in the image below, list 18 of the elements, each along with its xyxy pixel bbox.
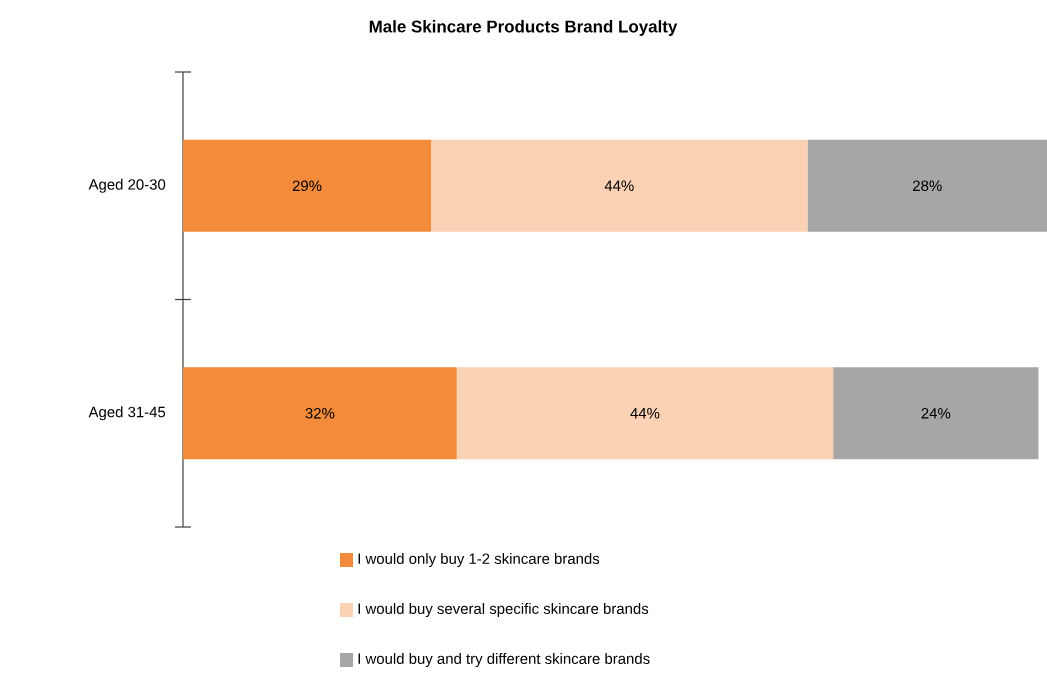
data-label: 32%: [305, 407, 335, 419]
y-tick-label: Aged 31-45: [88, 406, 166, 421]
legend-label: I would buy and try different skincare brands: [358, 653, 650, 667]
bar: [833, 367, 1039, 460]
y-tick-label: Aged 20-30: [88, 178, 166, 193]
data-label: 24%: [921, 407, 951, 419]
chart-title: Male Skincare Products Brand Loyalty: [369, 20, 678, 36]
data-label: 28%: [913, 180, 942, 192]
legend-label: I would buy several specific skincare brands: [358, 603, 649, 617]
bar: [183, 367, 457, 460]
bar: [431, 139, 808, 232]
bar: [183, 139, 432, 232]
legend-label: I would only buy 1-2 skincare brands: [358, 553, 600, 567]
data-label: 44%: [604, 180, 634, 191]
bar: [807, 139, 1047, 232]
data-label: 44%: [630, 408, 660, 419]
bar: [456, 367, 834, 460]
data-label: 29%: [292, 180, 322, 192]
